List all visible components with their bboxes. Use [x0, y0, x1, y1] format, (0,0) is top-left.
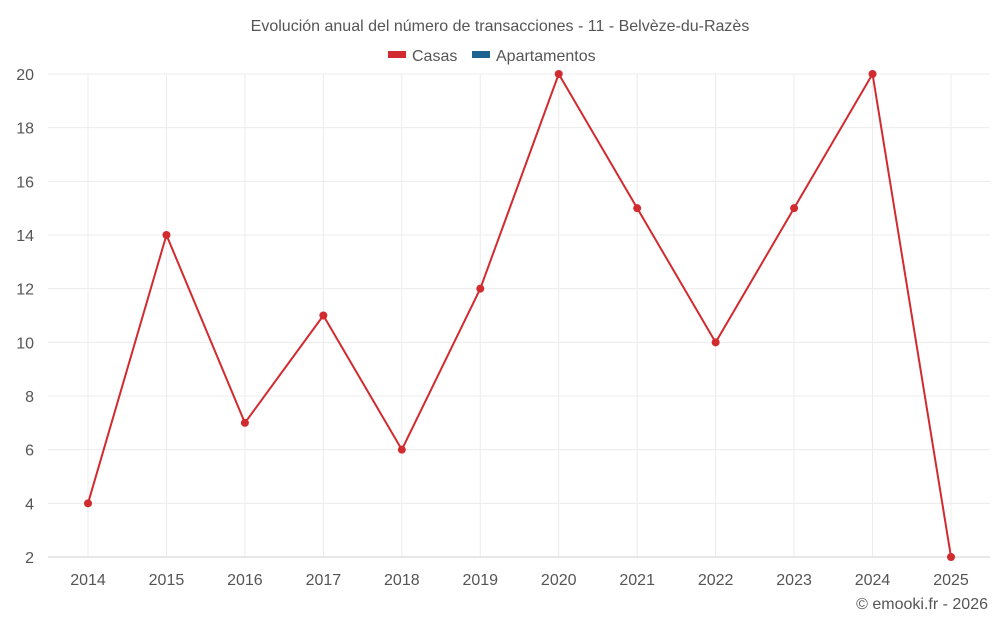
x-tick-label: 2021 — [619, 572, 655, 589]
data-point[interactable] — [319, 311, 328, 320]
x-tick-label: 2022 — [698, 572, 734, 589]
data-point[interactable] — [554, 70, 563, 78]
data-point[interactable] — [84, 499, 92, 508]
data-point[interactable] — [947, 553, 955, 561]
y-tick-label: 4 — [25, 496, 34, 513]
x-tick-label: 2015 — [149, 572, 185, 589]
data-point[interactable] — [868, 70, 877, 78]
x-tick-label: 2025 — [933, 572, 969, 589]
x-tick-label: 2016 — [227, 572, 263, 589]
x-tick-label: 2018 — [384, 572, 420, 589]
legend-swatch-casas — [388, 51, 406, 58]
legend-item-casas[interactable]: Casas — [388, 48, 457, 65]
data-point[interactable] — [633, 204, 642, 213]
y-gridlines — [48, 73, 990, 558]
data-point[interactable] — [240, 418, 249, 427]
x-gridlines — [87, 74, 952, 557]
series-casas — [84, 70, 955, 561]
series-line-casas — [87, 73, 952, 558]
data-point[interactable] — [162, 231, 171, 239]
chart-title: Evolución anual del número de transaccio… — [251, 18, 750, 35]
data-point[interactable] — [711, 338, 720, 347]
y-tick-label: 20 — [16, 67, 34, 84]
credit-text: © emooki.fr - 2026 — [856, 596, 988, 613]
x-tick-label: 2019 — [462, 572, 498, 589]
y-tick-label: 16 — [16, 174, 34, 191]
legend-item-apartamentos[interactable]: Apartamentos — [472, 48, 596, 65]
x-tick-label: 2024 — [855, 572, 891, 589]
y-tick-label: 10 — [16, 335, 34, 352]
y-tick-label: 18 — [16, 121, 34, 138]
y-tick-label: 12 — [16, 282, 34, 299]
x-tick-label: 2017 — [306, 572, 342, 589]
x-tick-label: 2014 — [70, 572, 106, 589]
data-point[interactable] — [397, 445, 406, 454]
legend-label-casas: Casas — [412, 48, 457, 65]
x-axis-ticks: 2014 2015 2016 2017 2018 2019 2020 2021 2022 2023… — [70, 572, 969, 589]
x-tick-label: 2020 — [541, 572, 577, 589]
data-point[interactable] — [790, 204, 799, 213]
y-tick-label: 14 — [16, 228, 34, 245]
x-tick-label: 2023 — [776, 572, 812, 589]
y-tick-label: 6 — [25, 443, 34, 460]
legend-swatch-apartamentos — [472, 51, 490, 58]
y-axis-ticks: 2 4 6 8 10 12 14 16 18 20 — [16, 67, 34, 567]
legend-label-apartamentos: Apartamentos — [496, 48, 596, 65]
legend: Casas Apartamentos — [388, 48, 596, 65]
y-tick-label: 8 — [25, 389, 34, 406]
y-tick-label: 2 — [25, 550, 34, 567]
data-point[interactable] — [476, 284, 485, 293]
